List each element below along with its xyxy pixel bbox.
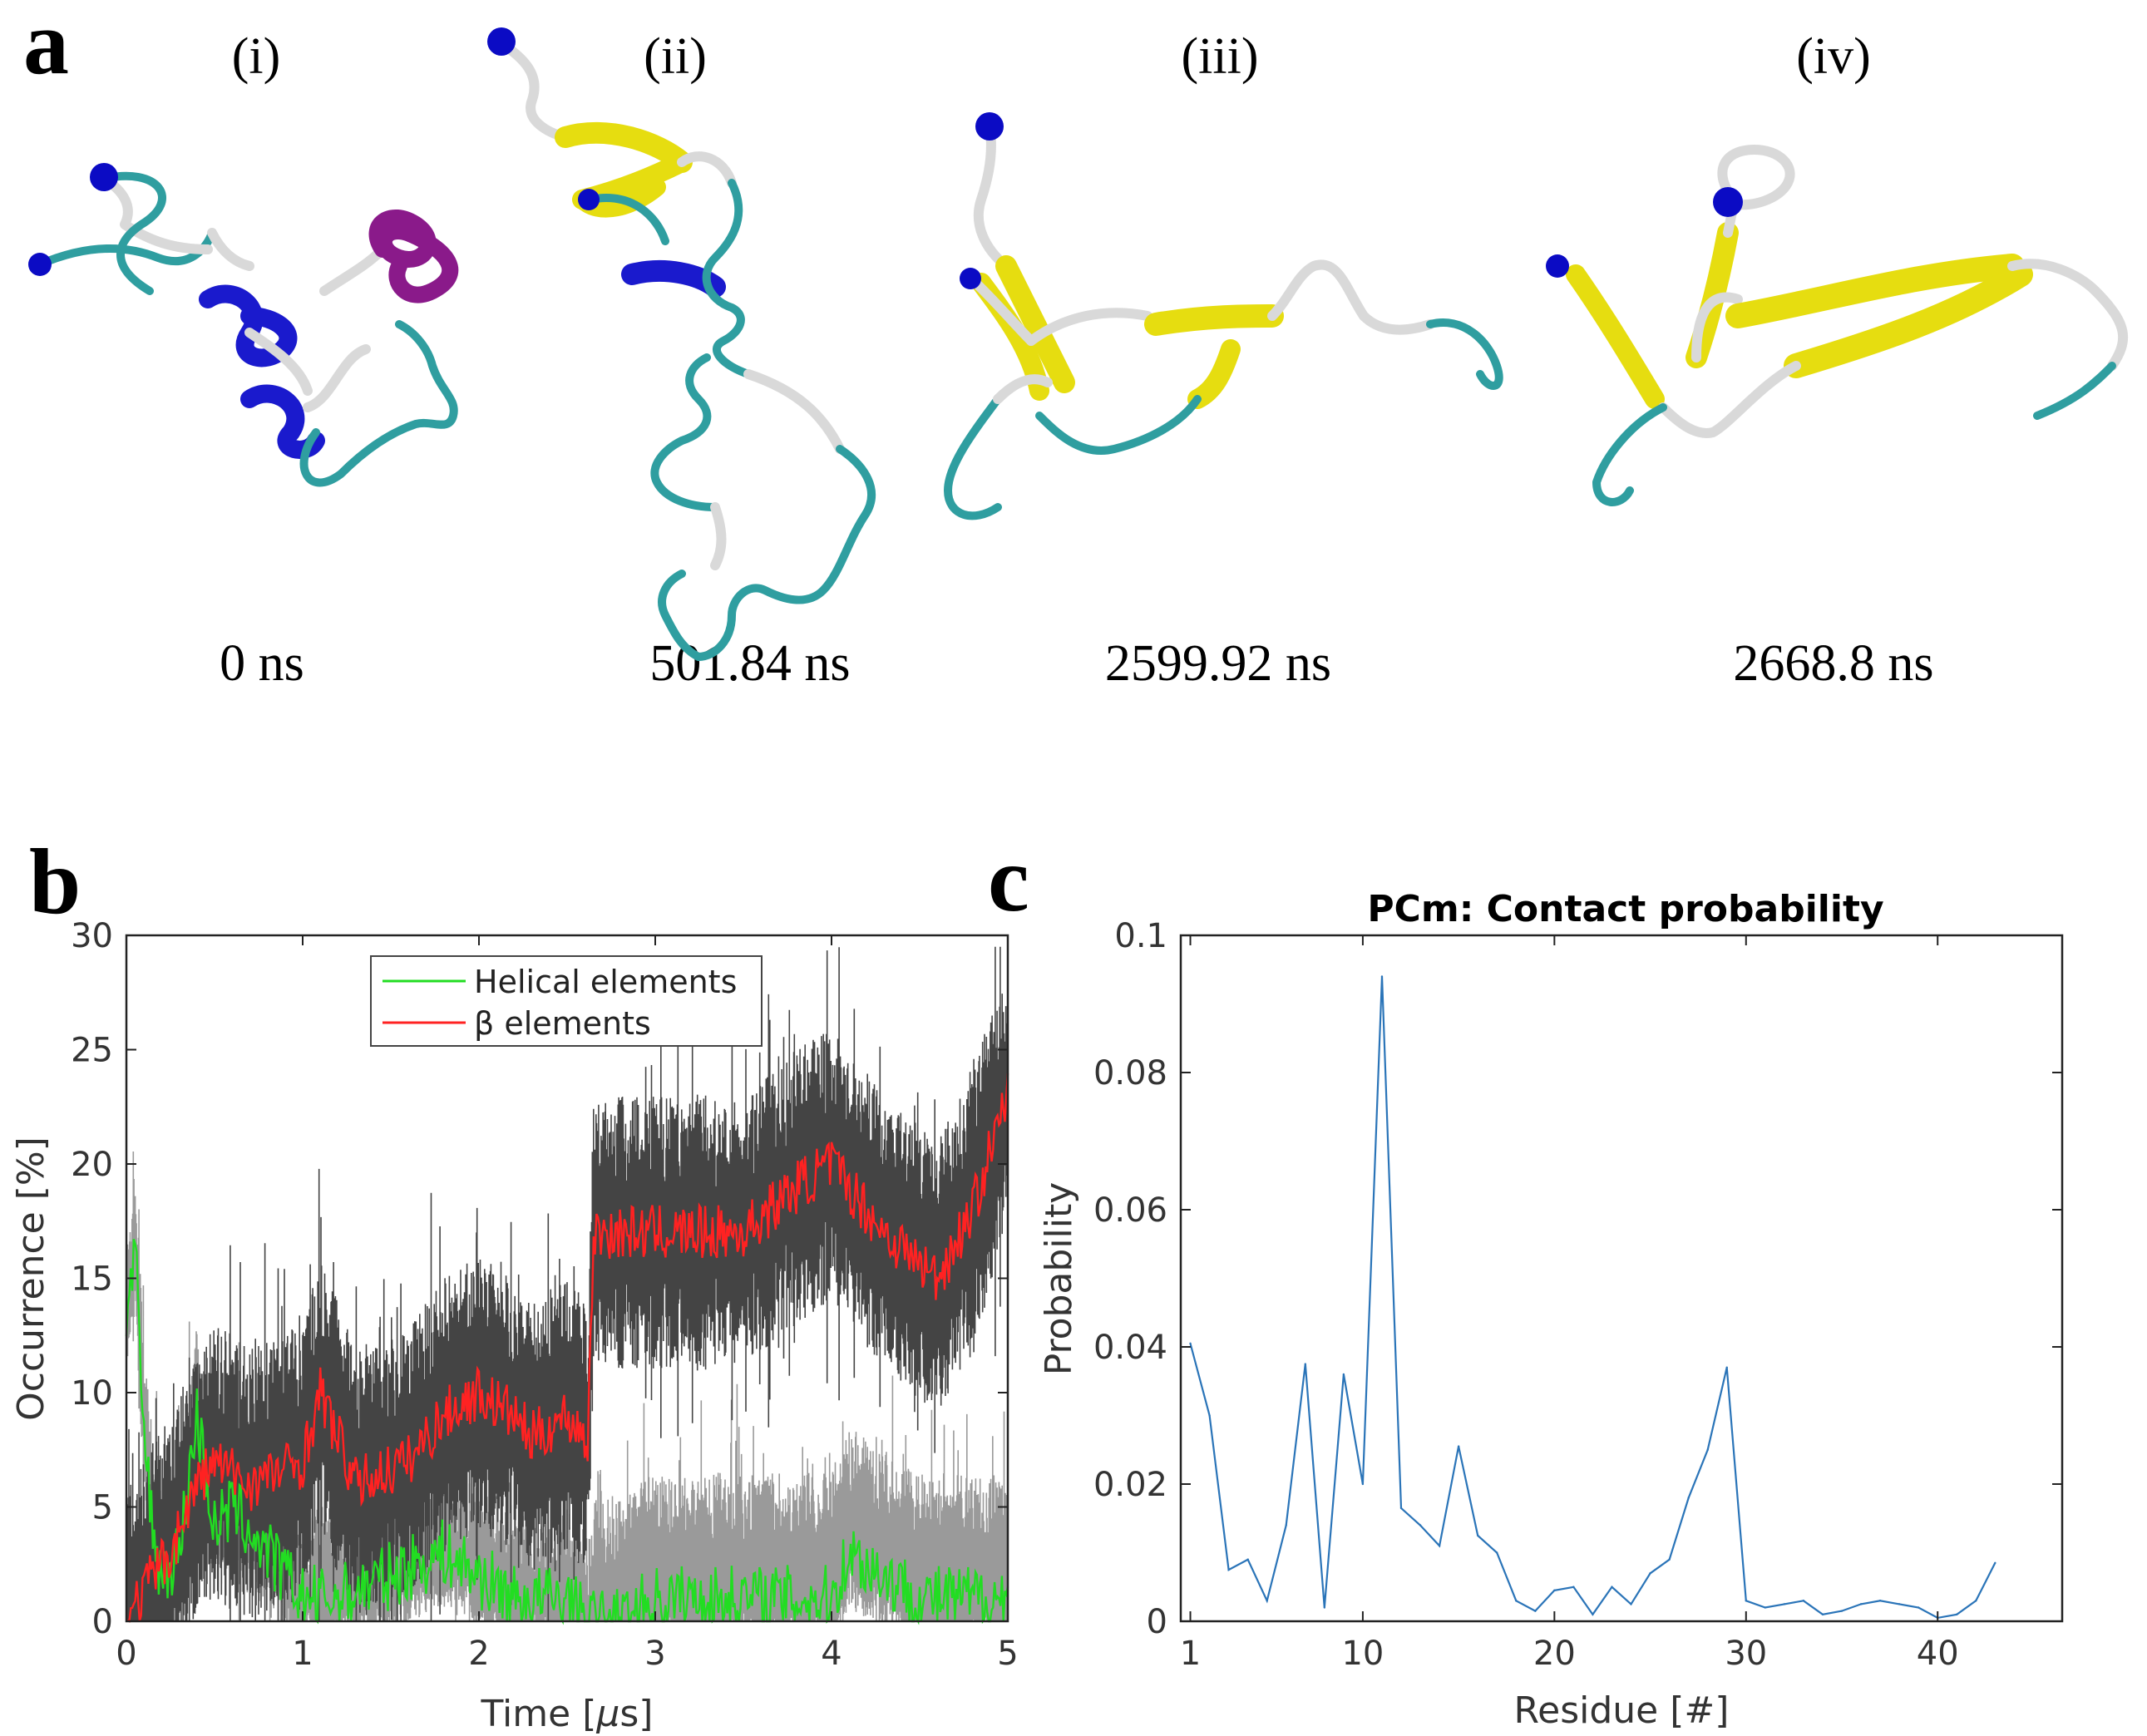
data-point (1457, 1445, 1460, 1447)
data-point (1438, 1545, 1441, 1547)
panel-c-ticks: 1 10 20 30 40 0 0.02 0.04 0.06 0.08 0.1 (1093, 917, 2062, 1673)
data-point (1706, 1448, 1709, 1451)
data-point (1227, 1568, 1230, 1571)
panel-a-label: a (23, 0, 69, 93)
y-tick-label: 0 (92, 1603, 113, 1641)
y-tick-label: 0.1 (1114, 917, 1167, 955)
data-point (1802, 1600, 1805, 1602)
data-point (1611, 1586, 1613, 1588)
data-point (1898, 1603, 1901, 1605)
y-tick-label: 5 (92, 1489, 113, 1527)
data-point (1687, 1497, 1690, 1499)
data-point (1246, 1558, 1249, 1561)
x-tick-label: 30 (1725, 1635, 1767, 1673)
data-point (1285, 1524, 1287, 1526)
snapshot-i-time: 0 ns (220, 635, 304, 692)
data-point (1840, 1610, 1843, 1612)
panel-c-axes-box (1179, 934, 2064, 1623)
snapshot-iv-time: 2668.8 ns (1733, 635, 1933, 692)
data-point (1572, 1586, 1575, 1588)
data-point (1994, 1561, 1996, 1565)
snapshot-ii-roman: (ii) (644, 28, 707, 85)
data-point (1476, 1534, 1479, 1537)
panel-c-label: c (988, 828, 1029, 931)
x-tick-label: 20 (1533, 1635, 1576, 1673)
protein-structure-i (28, 163, 459, 487)
y-tick-label: 0.06 (1093, 1191, 1167, 1230)
panel-b-y-axis-label: Occurrence [%] (10, 1137, 52, 1421)
data-point (1419, 1524, 1422, 1526)
panel-c-y-axis-label: Probability (1038, 1182, 1080, 1376)
panel-b: b 0 1 2 3 4 5 0 5 10 15 20 25 30 Time [μs] Occurrenc… (10, 831, 1019, 1735)
y-tick-label: 30 (71, 917, 113, 955)
legend-label-helical: Helical elements (474, 964, 737, 1000)
panel-b-label: b (29, 831, 81, 934)
data-point (1668, 1558, 1671, 1561)
legend-label-beta: β elements (474, 1005, 651, 1042)
data-point (1342, 1373, 1345, 1376)
data-point (1304, 1363, 1306, 1365)
x-tick-label: 1 (292, 1635, 313, 1673)
panel-b-ticks: 0 1 2 3 4 5 0 5 10 15 20 25 30 (71, 917, 1019, 1673)
y-tick-label: 0.04 (1093, 1329, 1167, 1367)
panel-c: c PCm: Contact probability 1 10 20 30 40 0 0.0… (988, 828, 2064, 1732)
data-point (1534, 1610, 1537, 1612)
y-tick-label: 0 (1147, 1603, 1167, 1641)
x-tick-label: 2 (468, 1635, 489, 1673)
panel-c-plot-area (1189, 975, 1996, 1620)
data-point (1821, 1613, 1824, 1615)
snapshot-i-roman: (i) (232, 28, 281, 85)
y-tick-label: 0.02 (1093, 1466, 1167, 1504)
data-point (1975, 1600, 1977, 1602)
panel-c-x-axis-label: Residue [#] (1514, 1689, 1730, 1732)
panel-b-x-axis-label: Time [μs] (481, 1693, 654, 1735)
series-line-helical (125, 1238, 1009, 1625)
data-point (1764, 1606, 1767, 1609)
protein-structure-ii (487, 27, 876, 661)
panel-a: a (i) (ii) (iii) (iv) 0 ns 501.84 ns 259… (23, 0, 2128, 692)
data-point (1323, 1606, 1326, 1609)
data-point (1783, 1603, 1786, 1605)
y-tick-label: 20 (71, 1146, 113, 1184)
x-tick-label: 3 (644, 1635, 665, 1673)
snapshot-iii-time: 2599.92 ns (1105, 635, 1331, 692)
snapshot-iv-roman: (iv) (1796, 28, 1871, 85)
protein-structure-iii (944, 112, 1503, 520)
data-point (1917, 1606, 1920, 1609)
y-tick-label: 10 (71, 1374, 113, 1413)
data-point (1878, 1600, 1882, 1602)
x-tick-label: 0 (116, 1635, 136, 1673)
data-point (1515, 1600, 1518, 1602)
data-point (1745, 1600, 1747, 1602)
x-tick-label: 10 (1341, 1635, 1384, 1673)
data-point (1189, 1342, 1192, 1345)
data-point (1553, 1589, 1556, 1592)
data-point (1266, 1600, 1268, 1602)
data-point (1725, 1366, 1728, 1369)
data-point (1380, 975, 1384, 978)
data-point (1630, 1603, 1632, 1605)
data-point (1592, 1613, 1594, 1615)
data-point (1496, 1551, 1498, 1554)
data-point (1399, 1507, 1403, 1510)
protein-structure-iv (1546, 145, 2128, 506)
data-point (1956, 1613, 1958, 1615)
y-tick-label: 25 (71, 1032, 113, 1070)
data-point (1361, 1482, 1365, 1486)
data-point (1208, 1414, 1211, 1417)
panel-c-title: PCm: Contact probability (1367, 888, 1883, 930)
panel-b-legend: Helical elements β elements (370, 955, 763, 1047)
x-tick-label: 1 (1180, 1635, 1201, 1673)
data-point (1859, 1603, 1863, 1605)
y-tick-label: 15 (71, 1260, 113, 1299)
x-tick-label: 40 (1917, 1635, 1959, 1673)
snapshot-iii-roman: (iii) (1182, 28, 1259, 85)
data-point (1649, 1572, 1651, 1575)
x-tick-label: 4 (821, 1635, 842, 1673)
series-line-beta (126, 1073, 1009, 1623)
x-tick-label: 5 (997, 1635, 1018, 1673)
y-tick-label: 0.08 (1093, 1054, 1167, 1092)
